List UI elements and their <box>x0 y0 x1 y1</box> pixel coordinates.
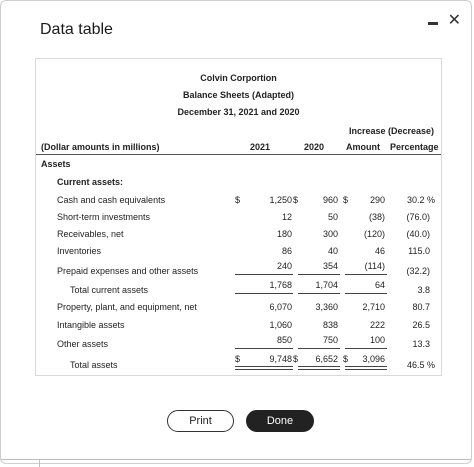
row-percentage-property-plant-equipment: 80.7 <box>412 302 430 312</box>
row-value-2021-total-assets: 9,748 <box>269 354 292 364</box>
row-value-2021-inventories: 86 <box>281 246 292 256</box>
row-dollar-amount-cash: $ <box>343 195 349 205</box>
row-value-2021-intangible-assets: 1,060 <box>269 320 292 330</box>
row-amount-total-assets: 3,096 <box>362 354 385 364</box>
header-divider <box>36 154 441 155</box>
row-percentage-intangible-assets: 26.5 <box>412 320 430 330</box>
row-value-2021-total-current-assets: 1,768 <box>269 280 292 290</box>
row-value-2020-total-current-assets: 1,704 <box>315 280 338 290</box>
section-assets: Assets <box>41 159 71 169</box>
underline-2020-current <box>298 274 340 275</box>
row-value-2021-short-term-investments: 12 <box>281 212 292 222</box>
row-value-2021-other-assets: 850 <box>276 335 292 345</box>
row-value-2020-other-assets: 750 <box>322 335 338 345</box>
row-amount-short-term-investments: (38) <box>368 212 385 222</box>
row-label-short-term-investments: Short-term investments <box>57 212 151 222</box>
row-value-2020-total-assets: 6,652 <box>315 354 338 364</box>
row-dollar-2021-cash: $ <box>235 195 241 205</box>
row-label-inventories: Inventories <box>57 246 102 256</box>
row-value-2021-receivables: 180 <box>276 229 292 239</box>
row-label-prepaid-expenses: Prepaid expenses and other assets <box>57 266 199 276</box>
row-value-2020-property-plant-equipment: 3,360 <box>315 302 338 312</box>
row-value-2020-cash: 960 <box>322 195 338 205</box>
underline-2021-other <box>235 348 293 349</box>
row-percentage-inventories: 115.0 <box>408 246 430 256</box>
rule-2021-total-current <box>235 293 293 294</box>
bottom-tick <box>39 459 40 467</box>
subsection-current-assets: Current assets: <box>57 177 124 187</box>
row-percentage-prepaid-expenses: (32.2) <box>406 266 430 276</box>
increase-decrease-header: Increase (Decrease) <box>349 126 435 136</box>
row-amount-total-current-assets: 64 <box>374 280 385 290</box>
row-amount-intangible-assets: 222 <box>369 320 385 330</box>
column-2021: 2021 <box>250 142 271 152</box>
row-amount-receivables: (120) <box>363 229 385 239</box>
print-button[interactable]: Print <box>167 410 234 432</box>
double-underline-amount-total <box>345 366 387 370</box>
window-controls: ✕ <box>427 12 461 29</box>
row-amount-other-assets: 100 <box>369 335 385 345</box>
units-label: (Dollar amounts in millions) <box>41 142 160 152</box>
row-label-receivables: Receivables, net <box>57 229 124 239</box>
balance-sheet-table: Colvin Corportion Balance Sheets (Adapte… <box>35 58 442 376</box>
row-label-other-assets: Other assets <box>57 339 109 349</box>
double-underline-2020-total <box>298 366 340 370</box>
rule-2020-total-current <box>298 293 340 294</box>
close-icon[interactable]: ✕ <box>447 12 461 29</box>
row-label-total-current-assets: Total current assets <box>70 285 149 295</box>
row-dollar-2020-total-assets: $ <box>293 354 299 364</box>
company-name: Colvin Corportion <box>200 73 277 83</box>
row-percentage-total-current-assets: 3.8 <box>417 285 430 295</box>
underline-2021-current <box>235 274 293 275</box>
minimize-icon[interactable] <box>427 21 438 25</box>
row-value-2020-intangible-assets: 838 <box>322 320 338 330</box>
bottom-divider <box>1 459 471 460</box>
row-value-2020-prepaid-expenses: 354 <box>322 261 338 271</box>
row-dollar-2021-total-assets: $ <box>235 354 241 364</box>
underline-amount-other <box>345 348 387 349</box>
row-percentage-short-term-investments: (76.0) <box>406 212 430 222</box>
row-amount-cash: 290 <box>369 195 385 205</box>
row-label-intangible-assets: Intangible assets <box>57 320 125 330</box>
row-dollar-2020-cash: $ <box>293 195 299 205</box>
row-label-property-plant-equipment: Property, plant, and equipment, net <box>57 302 197 312</box>
column-percentage: Percentage <box>390 142 439 152</box>
underline-amount-current <box>345 274 387 275</box>
row-percentage-total-assets: 46.5 % <box>406 360 435 370</box>
row-value-2021-property-plant-equipment: 6,070 <box>269 302 292 312</box>
row-amount-inventories: 46 <box>374 246 385 256</box>
row-value-2020-short-term-investments: 50 <box>327 212 338 222</box>
column-2020: 2020 <box>304 142 325 152</box>
row-percentage-other-assets: 13.3 <box>412 339 430 349</box>
row-percentage-cash: 30.2 % <box>406 195 435 205</box>
row-value-2021-prepaid-expenses: 240 <box>276 261 292 271</box>
row-dollar-amount-total-assets: $ <box>343 354 349 364</box>
row-value-2020-inventories: 40 <box>327 246 338 256</box>
row-label-cash: Cash and cash equivalents <box>57 195 166 205</box>
row-amount-prepaid-expenses: (114) <box>364 261 385 271</box>
row-value-2020-receivables: 300 <box>322 229 338 239</box>
double-underline-2021-total <box>235 366 293 370</box>
rule-amount-total-current <box>345 293 387 294</box>
dialog-title: Data table <box>40 21 113 38</box>
underline-2020-other <box>298 348 340 349</box>
statement-date: December 31, 2021 and 2020 <box>177 107 300 117</box>
column-amount: Amount <box>346 142 380 152</box>
row-percentage-receivables: (40.0) <box>406 229 430 239</box>
row-value-2021-cash: 1,250 <box>269 195 292 205</box>
row-label-total-assets: Total assets <box>70 360 118 370</box>
statement-name: Balance Sheets (Adapted) <box>182 90 295 100</box>
done-button[interactable]: Done <box>246 410 314 432</box>
row-amount-property-plant-equipment: 2,710 <box>362 302 385 312</box>
